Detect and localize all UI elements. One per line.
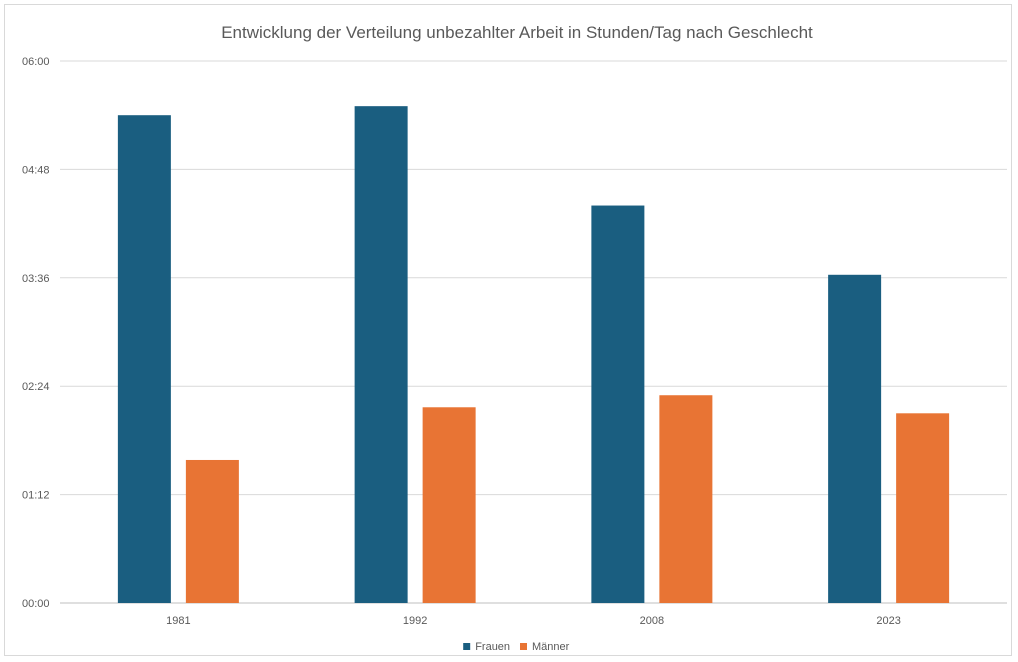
legend-label: Frauen [475,641,510,653]
y-tick-label: 06:00 [22,56,50,68]
y-tick-label: 03:36 [22,273,50,285]
bar-frauen-1981[interactable]: Frauen 1981: 05:24 [117,115,171,603]
legend-swatch [520,643,527,650]
bar-mnner-2008[interactable]: Männer 2008: 02:18 [659,395,713,603]
bar-mnner-1992[interactable]: Männer 1992: 02:10 [422,407,476,603]
bar-frauen-2008[interactable]: Frauen 2008: 04:24 [591,205,645,604]
bars: Frauen 1981: 05:24 Männer 1981: 01:35 Frau… [117,106,950,604]
chart-title: Entwicklung der Verteilung unbezahlter A… [221,23,813,42]
x-tick-label: 1992 [403,615,427,627]
legend-item-frauen[interactable]: Frauen [463,641,510,653]
x-tick-label: 2008 [640,615,664,627]
legend-swatch [463,643,471,650]
x-tick-label: 1981 [166,615,190,627]
legend-item-mnner[interactable]: Männer [520,641,570,653]
legend[interactable]: Frauen Männer [463,641,570,653]
bar-frauen-2023[interactable]: Frauen 2023: 03:38 [828,274,882,603]
bar-mnner-2023[interactable]: Männer 2023: 02:06 [896,413,950,603]
x-tick-label: 2023 [876,615,900,627]
y-tick-label: 01:12 [22,490,50,502]
y-axis-ticks: 00:00 01:12 02:24 03:36 04:48 06:00 [22,56,50,610]
bar-mnner-1981[interactable]: Männer 1981: 01:35 [185,459,239,603]
y-tick-label: 04:48 [22,164,50,176]
y-tick-label: 02:24 [22,381,50,393]
x-axis-ticks: 1981 1992 2008 2023 [166,615,901,627]
bar-frauen-1992[interactable]: Frauen 1992: 05:30 [354,106,408,604]
legend-label: Männer [532,641,570,653]
y-tick-label: 00:00 [22,598,50,610]
